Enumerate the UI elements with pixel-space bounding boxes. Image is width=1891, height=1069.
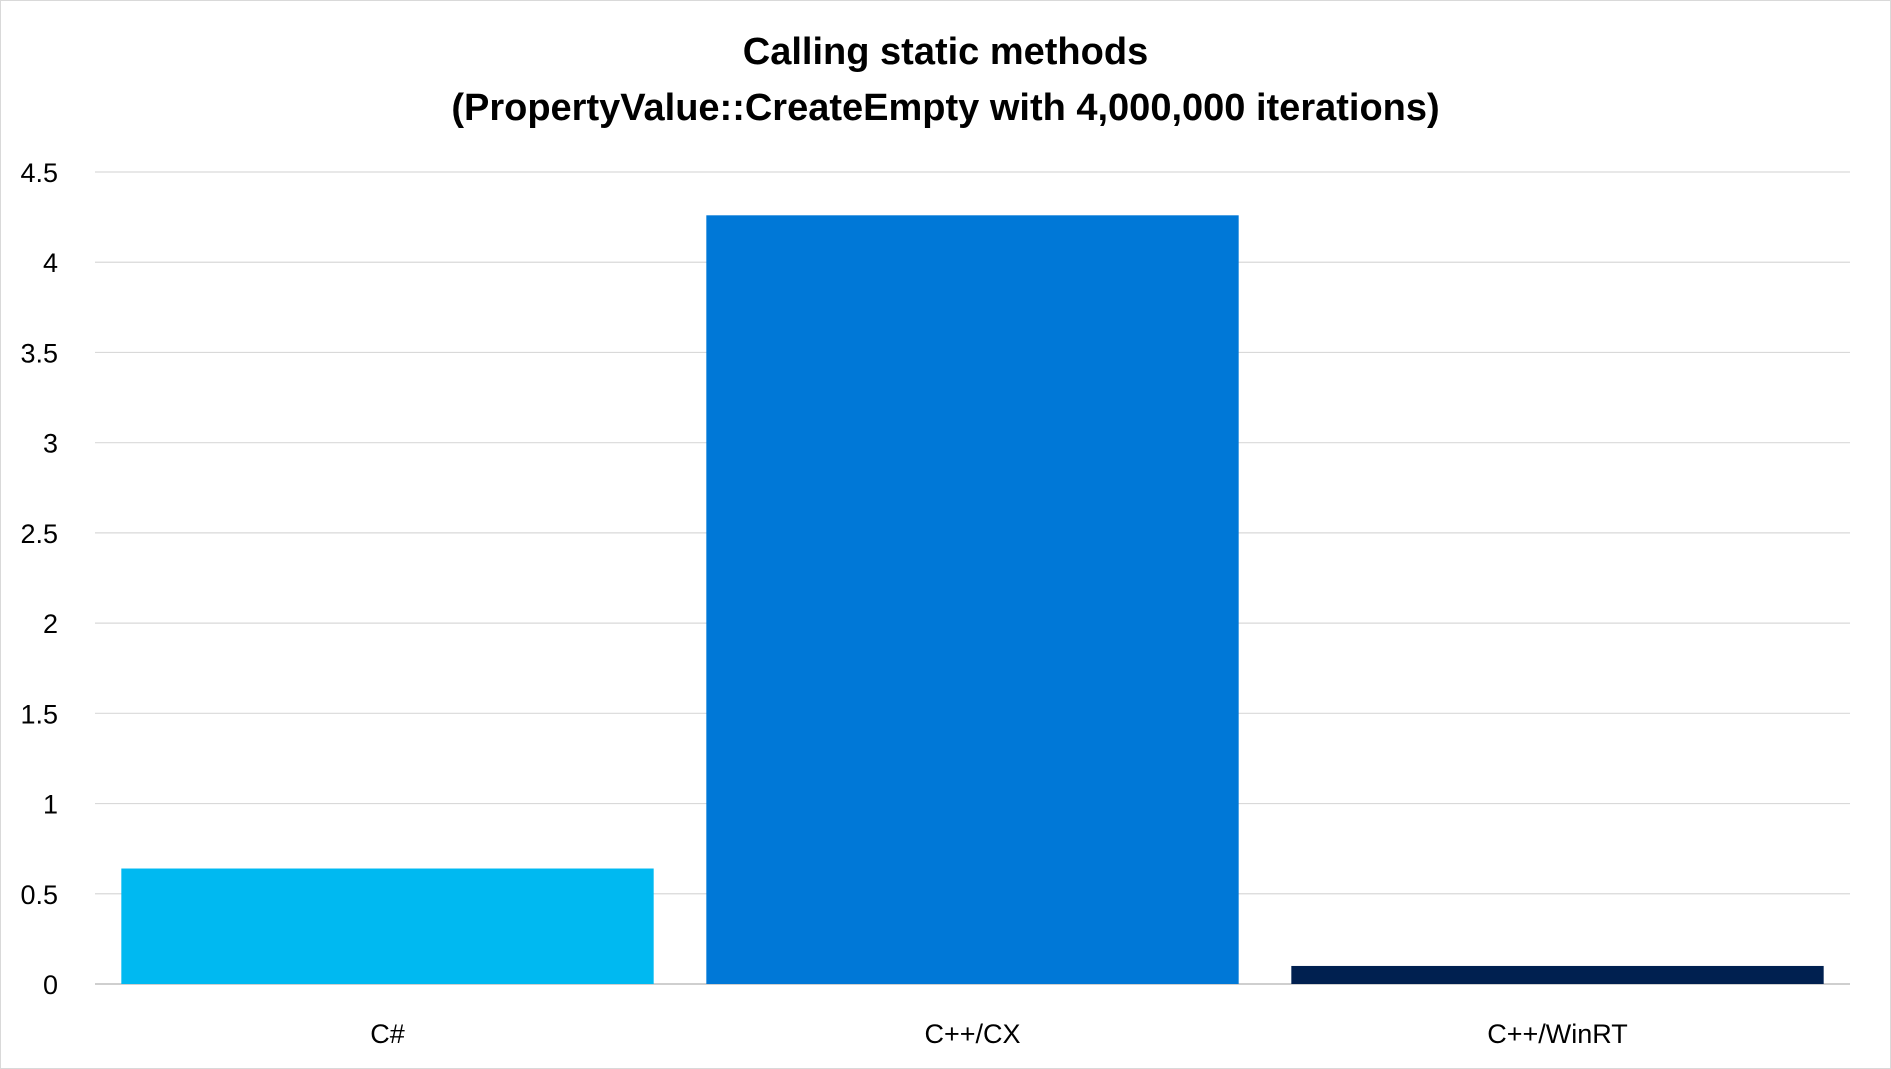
y-tick-label: 0	[43, 970, 58, 1000]
bars	[121, 215, 1824, 985]
x-category-label: C++/CX	[924, 1019, 1020, 1049]
y-tick-label: 0.5	[20, 880, 58, 910]
y-tick-label: 1	[43, 790, 58, 820]
bar-c-winrt	[1291, 965, 1824, 984]
chart-subtitle-line-2: (PropertyValue::CreateEmpty with 4,000,0…	[451, 87, 1440, 129]
chart-title-line-1: Calling static methods	[742, 31, 1149, 73]
y-tick-label: 2	[43, 609, 58, 639]
y-axis-tick-labels: 0 0.5 1 1.5 2 2.5 3 3.5 4 4.5	[20, 158, 58, 1000]
x-category-label: C#	[370, 1019, 405, 1049]
x-axis-category-labels: C# C++/CX C++/WinRT	[370, 1019, 1628, 1049]
y-tick-label: 4	[43, 248, 58, 278]
y-tick-label: 1.5	[20, 699, 58, 729]
x-category-label: C++/WinRT	[1487, 1019, 1628, 1049]
bar-c	[121, 868, 654, 984]
y-tick-label: 2.5	[20, 519, 58, 549]
bar-c-cx	[706, 215, 1239, 985]
y-tick-label: 4.5	[20, 158, 58, 188]
y-tick-label: 3.5	[20, 338, 58, 368]
y-tick-label: 3	[43, 429, 58, 459]
